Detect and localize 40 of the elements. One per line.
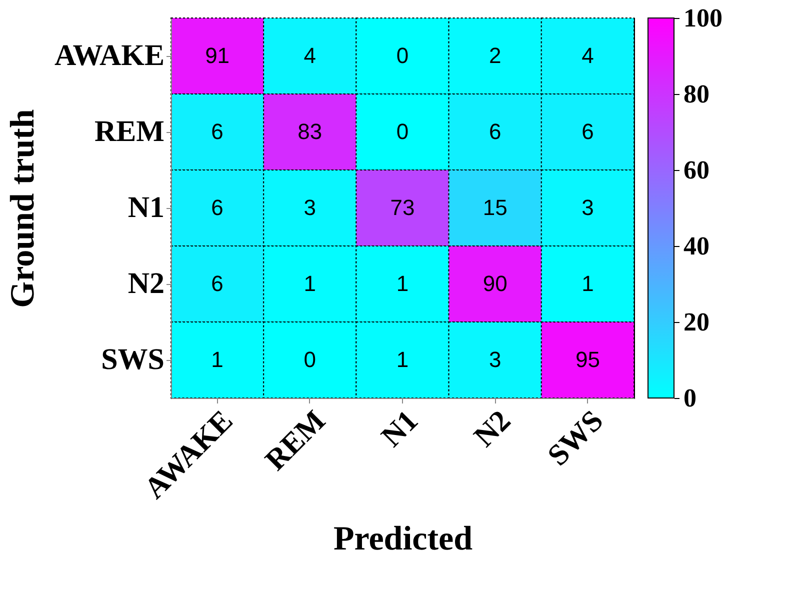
x-tick-label: N2 bbox=[468, 404, 518, 454]
x-tick-label: N1 bbox=[375, 404, 424, 454]
data-label: 6 bbox=[211, 271, 224, 296]
data-label: 0 bbox=[396, 43, 409, 68]
y-axis-title: Ground truth bbox=[4, 109, 42, 308]
data-label: 6 bbox=[582, 119, 594, 144]
data-label: 0 bbox=[396, 119, 409, 144]
data-label: 3 bbox=[488, 347, 502, 372]
data-label: 4 bbox=[304, 43, 316, 68]
data-label: 83 bbox=[298, 119, 322, 144]
data-label: 91 bbox=[205, 43, 230, 68]
data-label: 1 bbox=[211, 347, 224, 372]
data-label: 0 bbox=[304, 347, 316, 372]
data-label: 2 bbox=[488, 43, 502, 68]
color-bar-label: 0 bbox=[684, 384, 696, 412]
color-bar-label: 80 bbox=[684, 80, 710, 108]
data-label: 1 bbox=[304, 271, 316, 296]
data-label: 1 bbox=[396, 347, 409, 372]
y-tick-label: SWS bbox=[101, 343, 164, 376]
data-label: 95 bbox=[575, 347, 600, 372]
data-label: 3 bbox=[304, 195, 316, 220]
y-tick-label: N2 bbox=[128, 267, 164, 300]
y-tick-label: AWAKE bbox=[54, 39, 164, 72]
data-label: 6 bbox=[211, 195, 224, 220]
color-bar-label: 40 bbox=[684, 232, 710, 260]
data-label: 4 bbox=[582, 43, 594, 68]
color-bar-label: 60 bbox=[684, 156, 710, 184]
y-tick-label: N1 bbox=[128, 191, 164, 224]
x-axis-title: Predicted bbox=[333, 520, 473, 558]
data-label: 1 bbox=[396, 271, 409, 296]
color-bar-label: 100 bbox=[684, 4, 722, 32]
y-tick-label: REM bbox=[94, 115, 164, 148]
color-bar-label: 20 bbox=[684, 308, 710, 336]
data-label: 3 bbox=[582, 195, 594, 220]
data-label: 6 bbox=[211, 119, 224, 144]
data-label: 90 bbox=[482, 271, 508, 296]
data-label: 73 bbox=[390, 195, 415, 220]
data-label: 15 bbox=[482, 195, 508, 220]
data-label: 1 bbox=[582, 271, 594, 296]
data-label: 6 bbox=[488, 119, 502, 144]
